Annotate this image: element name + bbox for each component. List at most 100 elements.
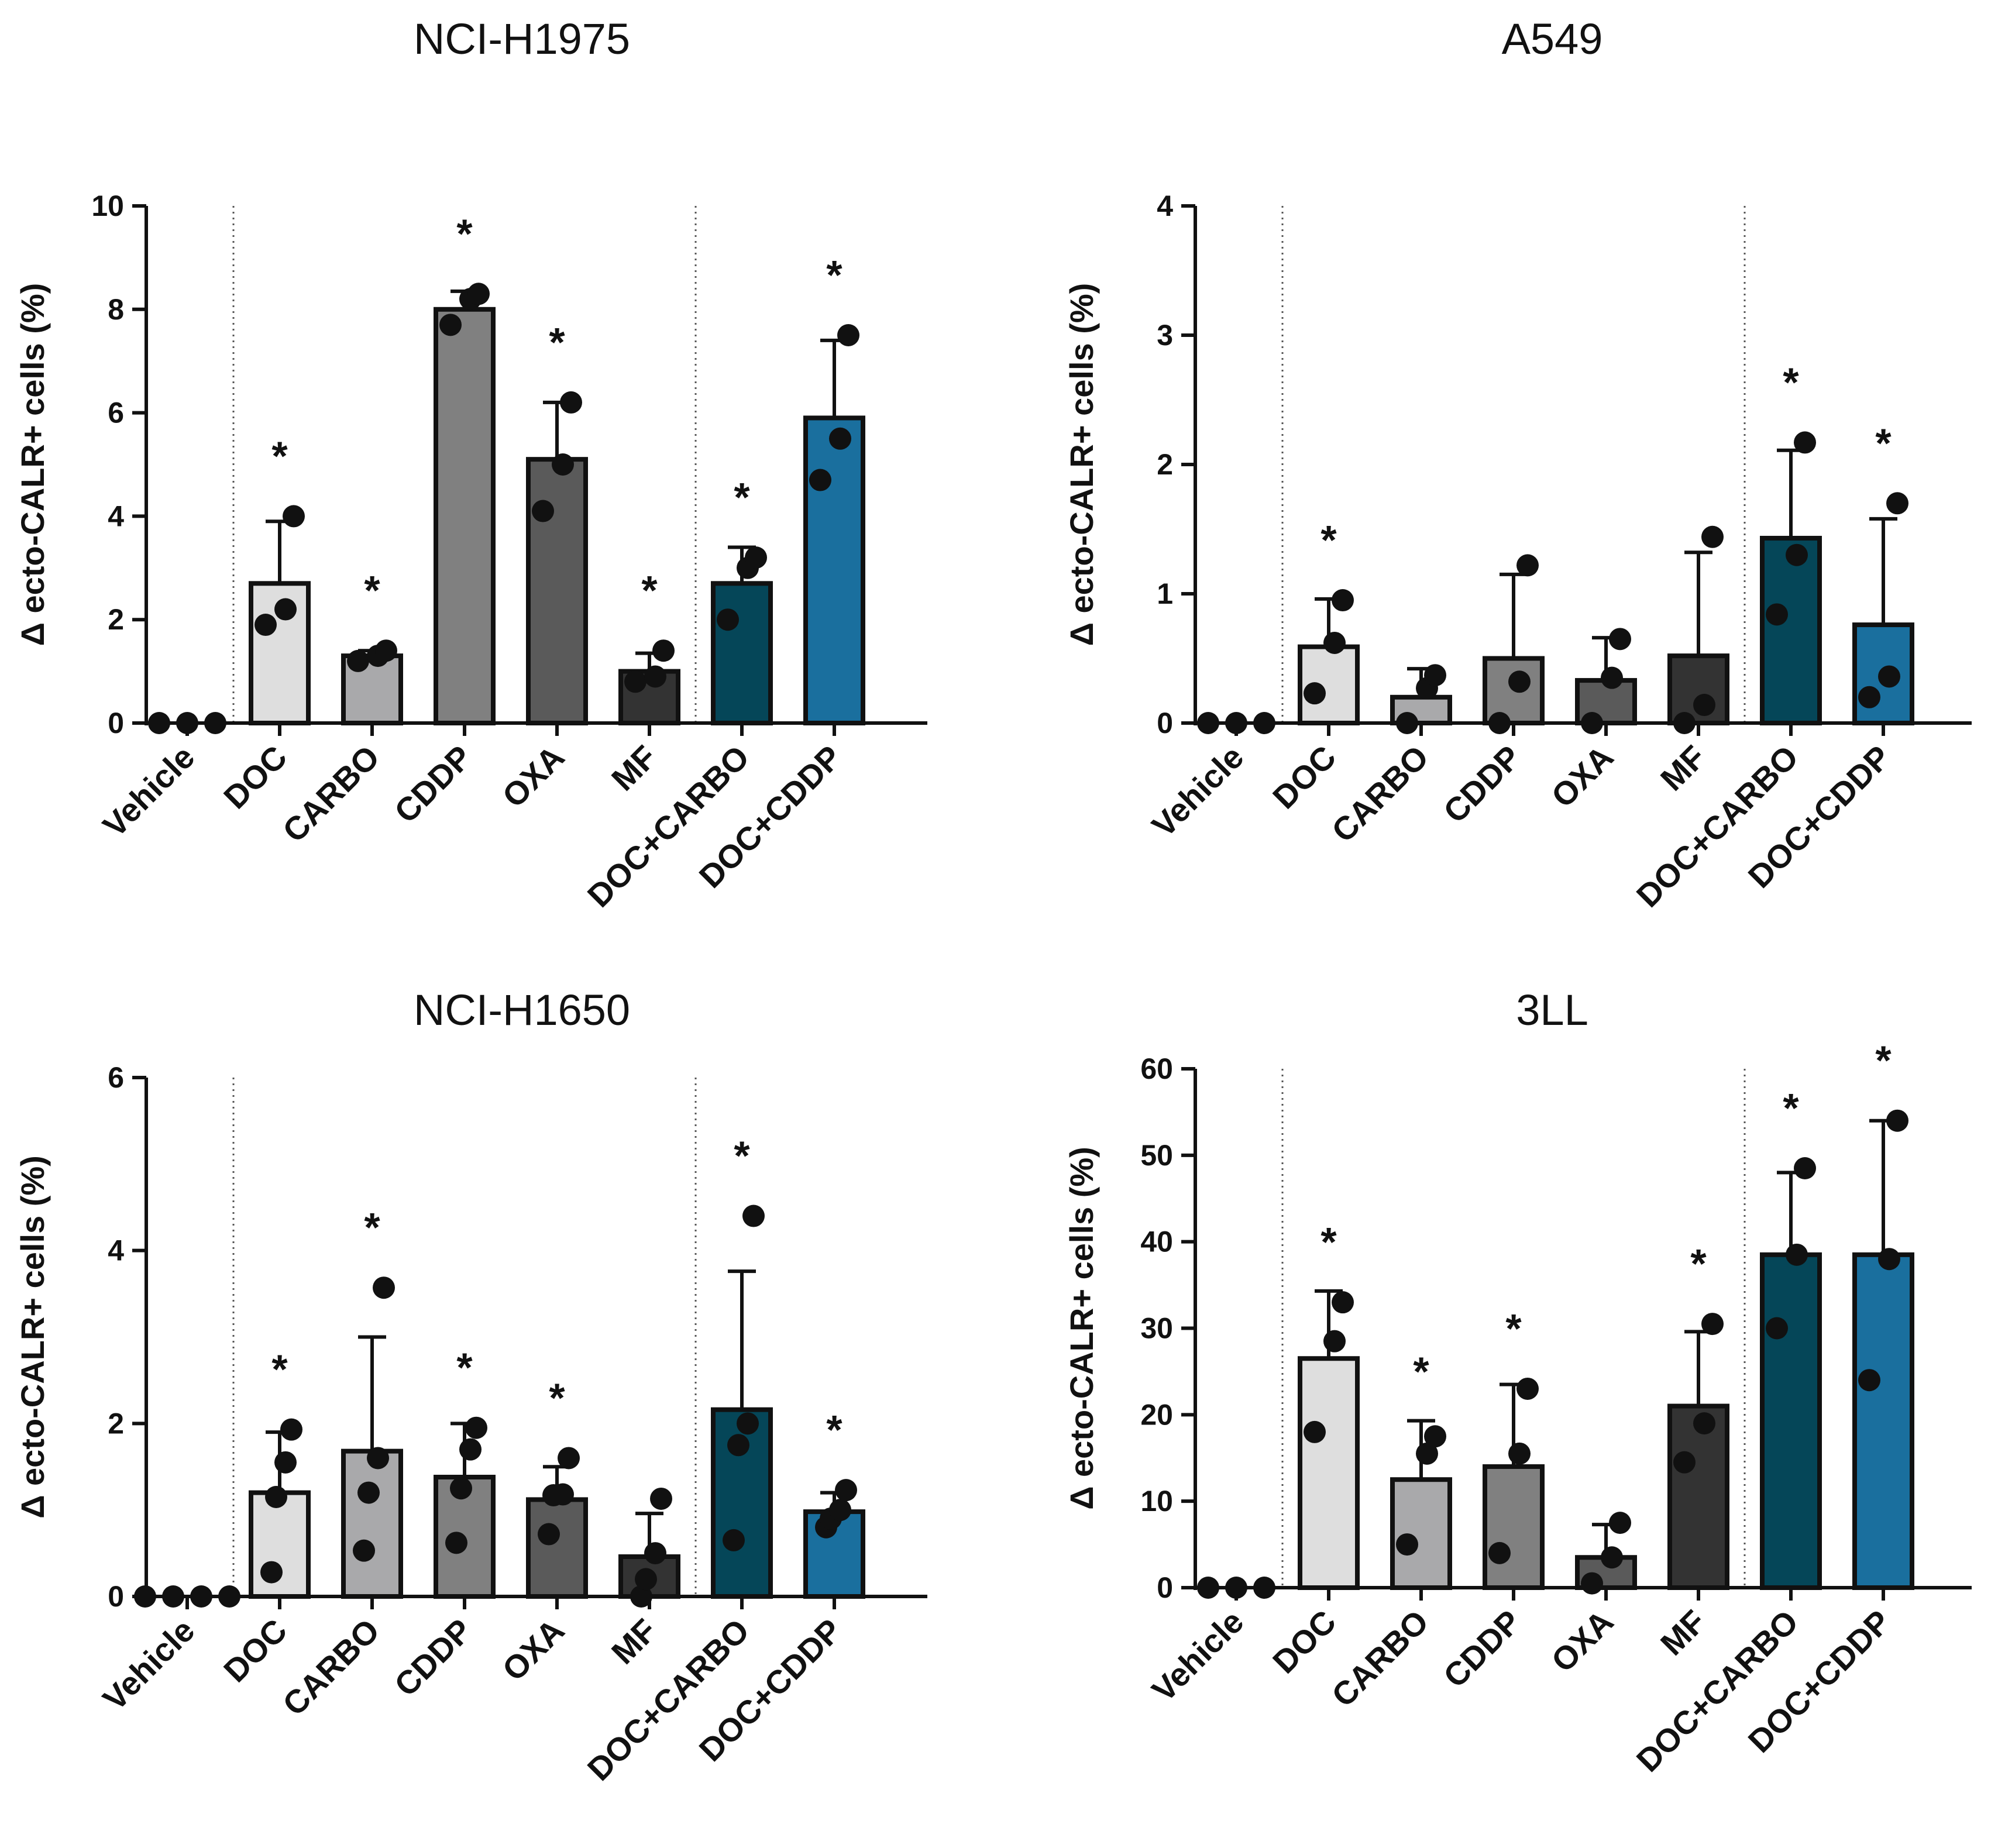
bar-doc (249, 1490, 311, 1599)
significance-star: * (1690, 1241, 1707, 1286)
data-point (1416, 1442, 1438, 1465)
category-label: MF (604, 1612, 664, 1671)
data-point (255, 614, 277, 636)
data-point (1858, 1369, 1880, 1392)
y-tick-label: 60 (1140, 1052, 1173, 1085)
significance-star: * (1875, 420, 1892, 466)
data-point (723, 1529, 745, 1551)
data-point (274, 598, 297, 621)
data-point (1673, 1451, 1696, 1474)
data-point (635, 1568, 657, 1591)
data-point (367, 1447, 389, 1470)
category-label: CDDP (387, 1612, 479, 1704)
data-point (742, 1205, 765, 1227)
data-point (737, 1412, 759, 1435)
data-point (274, 1451, 297, 1474)
data-point (1878, 1248, 1900, 1271)
data-point (1693, 694, 1715, 717)
data-point (375, 639, 397, 662)
data-point (1693, 1412, 1715, 1435)
significance-star: * (364, 567, 380, 613)
data-point (1396, 1533, 1418, 1556)
y-tick-label: 40 (1140, 1226, 1173, 1258)
data-point (1488, 1541, 1511, 1564)
y-tick-label: 50 (1140, 1139, 1173, 1172)
y-tick-label: 4 (108, 1234, 124, 1267)
data-point (829, 1499, 851, 1522)
bar-doc-cddp (1852, 1252, 1914, 1590)
data-point (1609, 1512, 1631, 1534)
significance-star: * (734, 474, 750, 520)
significance-star: * (549, 319, 565, 365)
significance-star: * (1320, 517, 1337, 563)
data-point (835, 1479, 857, 1502)
significance-star: * (1783, 359, 1799, 405)
data-point (1508, 1442, 1531, 1465)
data-point (1609, 628, 1631, 651)
bar-cddp (434, 307, 496, 725)
data-point (552, 1483, 574, 1506)
data-point (1516, 554, 1539, 577)
significance-star: * (826, 252, 842, 298)
data-point (439, 314, 462, 336)
category-label: CARBO (1325, 1603, 1436, 1714)
data-point (1332, 589, 1354, 612)
data-point (1794, 431, 1816, 454)
data-point (727, 1434, 749, 1457)
data-point (1701, 525, 1724, 548)
data-point (644, 1542, 666, 1565)
category-label: DOC+CARBO (580, 1612, 756, 1788)
significance-star: * (1505, 1306, 1522, 1351)
significance-star: * (456, 1345, 473, 1391)
y-tick-label: 0 (108, 707, 124, 739)
data-point (1601, 666, 1623, 689)
significance-star: * (734, 1133, 750, 1179)
data-point (1766, 1317, 1788, 1340)
bar-doc-carbo (1760, 1252, 1822, 1590)
category-label: DOC+CARBO (1629, 1603, 1806, 1779)
category-label: OXA (1544, 738, 1620, 814)
bar-doc-cddp (803, 415, 865, 725)
data-point (652, 639, 675, 662)
significance-star: * (1875, 1038, 1892, 1083)
data-point (809, 469, 831, 491)
significance-star: * (549, 1375, 565, 1420)
data-point (450, 1477, 472, 1500)
category-label: MF (1653, 738, 1713, 798)
data-point (1786, 543, 1808, 566)
chart-panel-0: NCI-H1975 Δ ecto-CALR+ cells (%) Vehicle * D… (14, 15, 927, 914)
category-label: DOC (216, 738, 294, 816)
category-label: Vehicle (95, 738, 201, 844)
chart-title: NCI-H1650 (414, 986, 630, 1034)
data-point (624, 670, 646, 693)
data-point (538, 1523, 560, 1546)
data-point (467, 283, 490, 305)
bar-doc-carbo (1760, 535, 1822, 725)
data-point (650, 1487, 672, 1510)
y-axis-label: Δ ecto-CALR+ cells (%) (1063, 283, 1100, 646)
data-point (1304, 1420, 1326, 1443)
data-point (1858, 686, 1880, 708)
bar-oxa (526, 457, 588, 725)
category-label: CARBO (1325, 738, 1436, 849)
data-point (837, 324, 859, 346)
category-label: Vehicle (1144, 738, 1250, 844)
chart-title: NCI-H1975 (414, 15, 630, 63)
y-tick-label: 3 (1157, 319, 1173, 352)
data-point (1304, 682, 1326, 705)
data-point (1424, 664, 1446, 687)
chart-panel-2: NCI-H1650 Δ ecto-CALR+ cells (%) Vehicle * D… (14, 986, 927, 1788)
category-label: Vehicle (1144, 1603, 1250, 1709)
y-axis-label: Δ ecto-CALR+ cells (%) (14, 283, 51, 646)
data-point (829, 427, 851, 450)
category-label: Vehicle (95, 1612, 201, 1718)
data-point (459, 1438, 482, 1461)
significance-star: * (1413, 1349, 1429, 1395)
y-tick-label: 2 (1157, 448, 1173, 481)
data-point (1332, 1291, 1354, 1314)
chart-panel-1: A549 Δ ecto-CALR+ cells (%) Vehicle * DOCCAR… (1063, 15, 1972, 914)
y-axis-label: Δ ecto-CALR+ cells (%) (1063, 1147, 1100, 1510)
data-point (347, 649, 369, 672)
data-point (283, 505, 305, 528)
